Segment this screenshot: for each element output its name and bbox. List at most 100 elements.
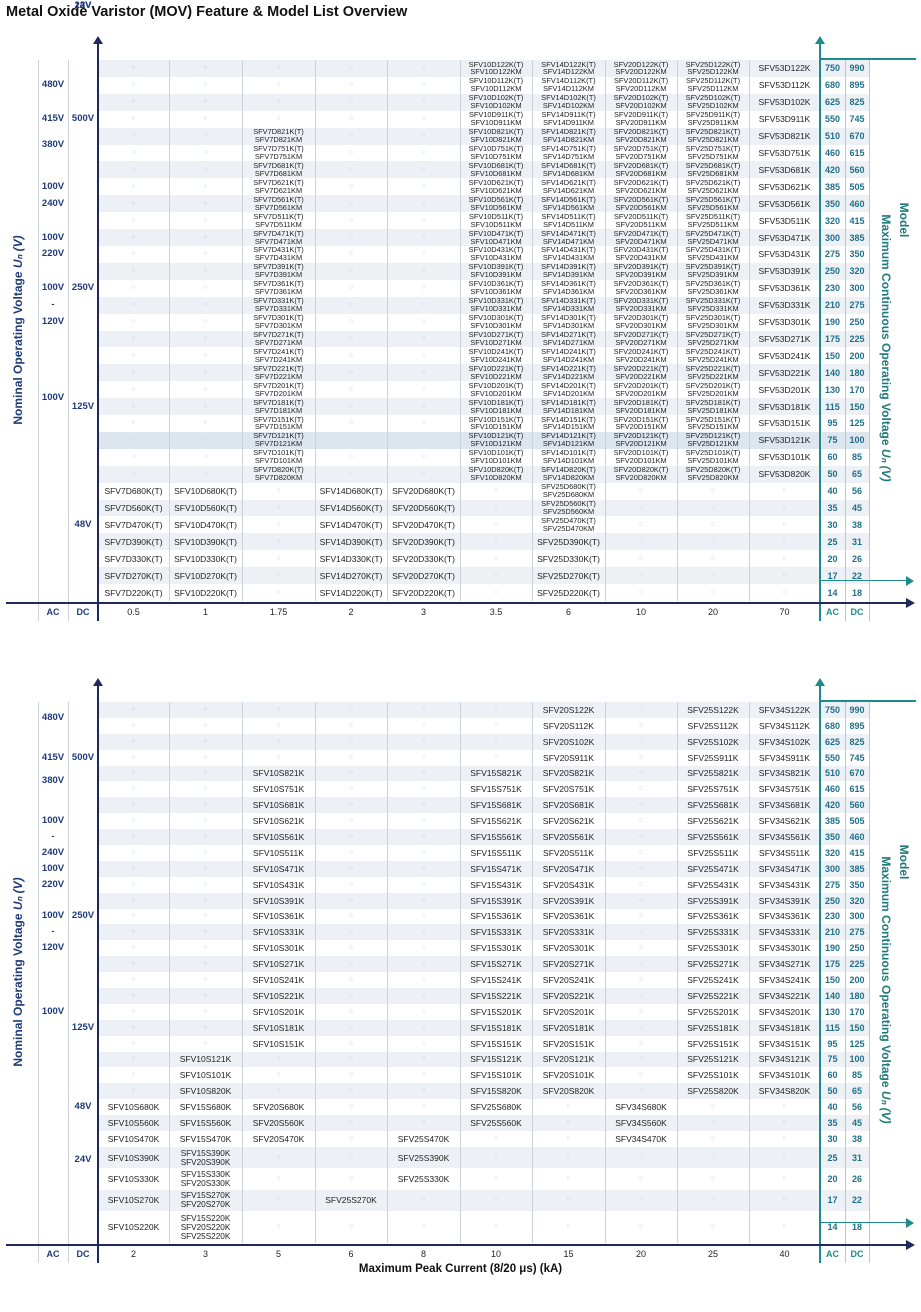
model-cell: SFV25D112K(T) SFV25D112KM bbox=[685, 76, 741, 94]
empty-mark: ○ bbox=[276, 753, 281, 761]
ac-voltage-label: 380V bbox=[41, 138, 65, 150]
empty-mark: ○ bbox=[203, 753, 208, 761]
left-axis-symbol: Uₙ (V) bbox=[11, 876, 25, 910]
model-cell: SFV14D220K(T) bbox=[319, 587, 383, 598]
empty-mark: ○ bbox=[421, 1055, 426, 1063]
empty-mark: ○ bbox=[276, 504, 281, 512]
model-cell: SFV14D112K(T) SFV14D112KM bbox=[541, 76, 596, 94]
model-cell: SFV7D201K(T) SFV7D201KM bbox=[253, 381, 304, 398]
empty-mark: ○ bbox=[348, 785, 354, 793]
model-cell: SFV10S220K bbox=[107, 1222, 160, 1233]
ac-voltage-label: 100V bbox=[41, 910, 65, 922]
empty-mark: ○ bbox=[348, 267, 354, 275]
ac-voltage-label: 415V bbox=[41, 113, 65, 125]
ac-voltage-label: 480V bbox=[41, 79, 65, 91]
ac-value: 20 bbox=[827, 553, 838, 564]
model-cell: SFV25D621K(T) SFV25D621KM bbox=[685, 178, 741, 195]
dc-voltage-label: 125V bbox=[71, 1021, 95, 1033]
model-cell: SFV34S102K bbox=[758, 736, 811, 747]
empty-mark: ○ bbox=[421, 284, 426, 292]
empty-mark: ○ bbox=[276, 520, 281, 528]
empty-mark: ○ bbox=[131, 132, 136, 140]
model-cell: SFV14D121K(T) SFV14D121KM bbox=[541, 431, 596, 449]
empty-mark: ○ bbox=[203, 132, 208, 140]
dc-value: 385 bbox=[849, 863, 865, 874]
ac-value: 95 bbox=[827, 1038, 838, 1049]
empty-mark: ○ bbox=[276, 1055, 281, 1063]
dc-value: 45 bbox=[851, 503, 862, 514]
empty-mark: ○ bbox=[203, 864, 208, 872]
ac-value: 320 bbox=[824, 215, 841, 226]
table-row: ○ ○ ○ ○ ○ ○ SFV20S911K ○ SFV25S911K SFV34S911K 550… bbox=[98, 749, 869, 766]
empty-mark: ○ bbox=[131, 318, 136, 326]
ac-value: 140 bbox=[824, 990, 841, 1001]
grid-line bbox=[315, 60, 316, 601]
model-cell: SFV20D270K(T) bbox=[392, 570, 455, 581]
empty-mark: ○ bbox=[421, 928, 426, 936]
model-cell: SFV25D201K(T) SFV25D201KM bbox=[685, 381, 741, 398]
table-row: ○ ○ SFV10S221K ○ ○ SFV15S221K SFV20S221K ○ SFV25… bbox=[98, 987, 869, 1004]
model-cell: SFV25S681K bbox=[687, 800, 739, 811]
model-cell: SFV7D680K(T) bbox=[104, 486, 163, 497]
model-cell: SFV53D911K bbox=[758, 114, 811, 125]
empty-mark: ○ bbox=[203, 385, 208, 393]
grid-line bbox=[677, 60, 678, 601]
empty-mark: ○ bbox=[638, 520, 644, 528]
empty-mark: ○ bbox=[421, 753, 426, 761]
ac-value: 175 bbox=[824, 959, 841, 970]
model-cell: SFV10S221K bbox=[252, 990, 305, 1001]
empty-mark: ○ bbox=[276, 571, 281, 579]
table-row: ○ ○ SFV7D121K(T) SFV7D121KM ○ ○ SFV10D121K(T) S… bbox=[98, 431, 869, 449]
dc-value: 125 bbox=[849, 1038, 865, 1049]
empty-mark: ○ bbox=[638, 1055, 644, 1063]
panel-disc-varistors: ○ ○ ○ ○ ○ SFV10D122K(T) SFV10D122KM SFV14D122K(… bbox=[0, 0, 921, 640]
ac-footer: AC bbox=[46, 1249, 60, 1259]
ac-value: 14 bbox=[827, 1222, 838, 1233]
table-row: SFV7D680K(T) SFV10D680K(T) ○ SFV14D680K(T) S… bbox=[98, 482, 869, 500]
model-cell: SFV25S241K bbox=[687, 975, 739, 986]
table-row: ○ ○ SFV10S391K ○ ○ SFV15S391K SFV20S391K ○ SFV25… bbox=[98, 892, 869, 909]
ac-value: 275 bbox=[824, 249, 841, 260]
ac-voltage-label: 100V bbox=[41, 180, 65, 192]
table-row: ○ ○ SFV7D511K(T) SFV7D511KM ○ ○ SFV10D511K(T) S… bbox=[98, 212, 869, 230]
ac-voltage-label: 415V bbox=[41, 751, 65, 763]
empty-mark: ○ bbox=[638, 1196, 644, 1204]
model-cell: SFV20S331K bbox=[542, 927, 595, 938]
ac-value: 385 bbox=[824, 181, 841, 192]
empty-mark: ○ bbox=[131, 199, 136, 207]
model-cell: SFV10D301K(T) SFV10D301KM bbox=[468, 313, 524, 331]
model-cell: SFV25D271K(T) SFV25D271KM bbox=[685, 330, 741, 347]
model-cell: SFV34S221K bbox=[758, 990, 811, 1001]
model-cell: SFV10S391K bbox=[252, 895, 305, 906]
model-cell: SFV25D751K(T) SFV25D751KM bbox=[685, 144, 741, 161]
empty-mark: ○ bbox=[131, 301, 136, 309]
model-cell: SFV15S680K bbox=[179, 1102, 232, 1113]
empty-mark: ○ bbox=[348, 233, 354, 241]
model-cell: SFV7D561K(T) SFV7D561KM bbox=[253, 195, 304, 212]
empty-mark: ○ bbox=[348, 470, 354, 478]
model-cell: SFV10D331K(T) SFV10D331KM bbox=[468, 296, 524, 314]
model-cell: SFV25S121K bbox=[687, 1054, 739, 1065]
dc-value: 31 bbox=[851, 536, 862, 547]
model-cell: SFV34S821K bbox=[758, 768, 811, 779]
empty-mark: ○ bbox=[203, 785, 208, 793]
empty-mark: ○ bbox=[782, 520, 787, 528]
dc-value: 200 bbox=[849, 975, 865, 986]
empty-mark: ○ bbox=[348, 199, 354, 207]
table-row: ○ ○ SFV7D201K(T) SFV7D201KM ○ ○ SFV10D201K(T) S… bbox=[98, 381, 869, 399]
right-axis-arrow bbox=[814, 678, 825, 686]
empty-mark: ○ bbox=[348, 351, 354, 359]
grid-line bbox=[38, 702, 39, 1263]
table-row: SFV10S680K SFV15S680K SFV20S680K ○ ○ SFV25S68… bbox=[98, 1099, 869, 1116]
grid-line bbox=[749, 60, 750, 601]
model-cell: SFV10S361K bbox=[252, 911, 305, 922]
empty-mark: ○ bbox=[421, 132, 426, 140]
model-cell: SFV14D560K(T) bbox=[319, 503, 383, 514]
empty-mark: ○ bbox=[348, 402, 354, 410]
dc-value: 56 bbox=[851, 486, 862, 497]
table-row: ○ SFV10S121K ○ ○ ○ SFV15S121K SFV20S121K ○ SFV25… bbox=[98, 1051, 869, 1068]
model-cell: SFV15S301K bbox=[470, 943, 522, 954]
empty-mark: ○ bbox=[493, 753, 499, 761]
dc-voltage-label: 250V bbox=[71, 282, 95, 294]
empty-mark: ○ bbox=[421, 453, 426, 461]
